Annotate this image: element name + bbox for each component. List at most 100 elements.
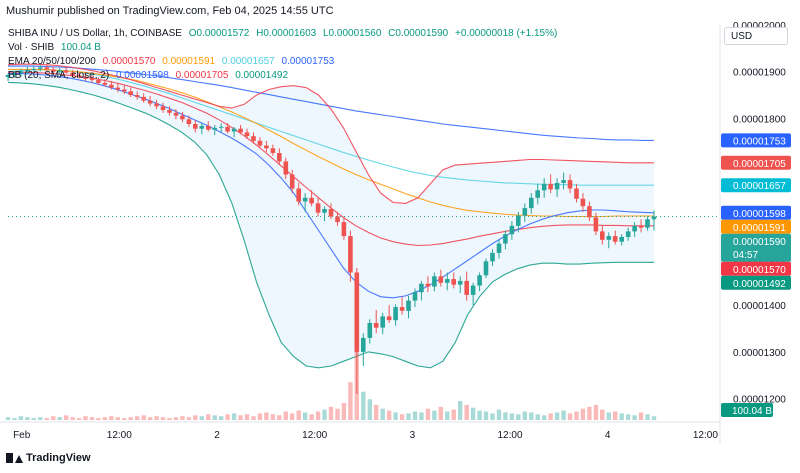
volume-bar	[277, 415, 282, 420]
tradingview-logo[interactable]: TradingView	[6, 452, 91, 464]
time-tick-label: 3	[410, 430, 416, 441]
volume-bar	[432, 410, 437, 420]
volume-bar	[238, 415, 243, 420]
candle-body	[645, 219, 650, 228]
candle-body	[83, 76, 88, 79]
candle-body	[438, 276, 444, 283]
volume-bar	[76, 418, 82, 420]
candle-body	[296, 188, 301, 202]
volume-bar	[212, 415, 217, 420]
ema200-value: 0.00001753	[281, 56, 335, 67]
candle-body	[63, 70, 69, 73]
candle-body	[18, 71, 24, 74]
candle-body	[25, 69, 30, 72]
volume-bar	[309, 414, 314, 420]
price-tag-box	[721, 205, 791, 220]
volume-bar	[477, 410, 482, 420]
candle-body	[516, 215, 521, 226]
candle-body	[425, 283, 431, 287]
volume-bar	[335, 408, 340, 420]
time-tick-label: Feb	[13, 430, 31, 441]
currency-selector[interactable]: USD	[724, 27, 788, 45]
candle-body	[354, 272, 360, 352]
candle-body	[76, 75, 82, 77]
price-tag-label: 0.00001598	[733, 209, 786, 220]
volume-bar	[451, 409, 456, 420]
volume-bar	[509, 413, 515, 420]
candle-body	[554, 182, 560, 190]
candle-body	[445, 279, 450, 283]
volume-bar	[167, 418, 172, 420]
top-bar: Mushumir published on TradingView.com, F…	[0, 0, 800, 22]
legend-bb-line: BB (20, SMA, close, 2) 0.00001598 0.0000…	[8, 70, 292, 81]
candle-body	[186, 119, 192, 124]
candle-body	[70, 72, 75, 76]
price-tag-box	[721, 219, 791, 234]
candle-body	[386, 316, 392, 321]
candle-body	[134, 95, 140, 97]
volume-bar	[257, 413, 263, 420]
publisher-line: Mushumir published on TradingView.com, F…	[6, 5, 334, 17]
volume-bar	[548, 413, 553, 420]
volume-bar	[315, 411, 321, 420]
volume-bar	[529, 412, 534, 420]
vol-label[interactable]: Vol · SHIB	[8, 42, 55, 53]
candle-body	[96, 80, 101, 83]
candle-body	[225, 126, 230, 132]
candle-body	[212, 127, 217, 130]
candle-body	[328, 209, 334, 217]
volume-bar	[57, 417, 62, 420]
volume-bar	[270, 414, 276, 420]
volume-bar	[328, 406, 334, 420]
volume-bar	[445, 411, 450, 420]
candle-body	[141, 96, 146, 101]
volume-bar	[160, 417, 166, 420]
volume-bar	[606, 412, 611, 420]
volume-bar	[199, 416, 204, 420]
candle-body	[541, 183, 547, 191]
bb-basis-value: 0.00001598	[115, 70, 169, 81]
volume-bar	[522, 411, 527, 420]
price-tag-label: 0.00001657	[733, 181, 786, 192]
bb-upper-line	[7, 63, 654, 204]
candle-body	[160, 106, 166, 110]
candle-body	[315, 203, 321, 213]
volume-bar	[348, 382, 353, 420]
volume-bar	[206, 414, 211, 420]
volume-bar	[173, 417, 179, 420]
ema-label[interactable]: EMA 20/50/100/200	[8, 56, 96, 67]
volume-bar	[290, 413, 295, 420]
candle-body	[632, 225, 637, 232]
candle-body	[257, 140, 263, 146]
volume-bar	[264, 412, 269, 420]
volume-bar	[135, 416, 140, 420]
candle-body	[322, 209, 327, 213]
candle-body	[264, 145, 269, 149]
candle-body	[50, 69, 56, 72]
volume-bar	[44, 418, 49, 420]
candle-body	[238, 128, 243, 133]
candle-body	[251, 136, 256, 141]
symbol-title[interactable]: SHIBA INU / US Dollar, 1h, COINBASE	[8, 28, 182, 39]
price-tag-label: 0.00001492	[733, 279, 786, 290]
bb-label[interactable]: BB (20, SMA, close, 2)	[8, 70, 110, 81]
candle-body	[399, 307, 405, 311]
volume-bar	[147, 417, 153, 420]
bb-lower-line	[7, 81, 654, 369]
candle-body	[102, 82, 108, 85]
volume-bar	[535, 414, 540, 420]
brand-text: TradingView	[26, 452, 91, 464]
price-tag-box	[721, 155, 791, 170]
candle-body	[231, 128, 237, 132]
candle-body	[122, 89, 127, 92]
volume-bar	[70, 417, 75, 420]
candle-body	[464, 280, 469, 295]
volume-bar	[516, 414, 521, 420]
candle-body	[470, 285, 476, 295]
volume-bar	[83, 416, 88, 420]
candle-body	[529, 197, 534, 209]
legend-change: +0.00000018 (+1.15%)	[455, 28, 558, 39]
candle-body	[283, 161, 289, 175]
legend-ema-line: EMA 20/50/100/200 0.00001570 0.00001591 …	[8, 56, 338, 67]
